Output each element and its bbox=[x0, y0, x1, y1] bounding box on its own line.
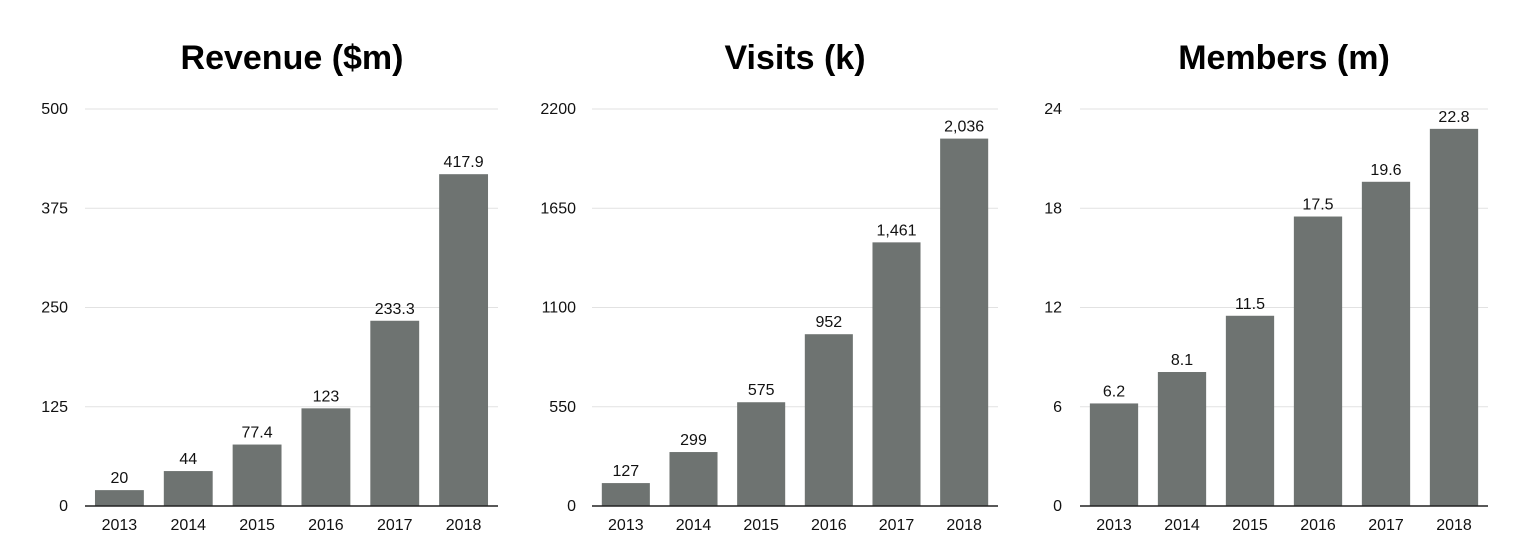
bar-2013 bbox=[601, 483, 650, 506]
x-tick-label: 2018 bbox=[946, 517, 982, 534]
chart-title: Visits (k) bbox=[724, 39, 865, 77]
y-tick-label: 24 bbox=[1044, 101, 1062, 118]
x-tick-label: 2016 bbox=[308, 517, 344, 534]
bar-2014 bbox=[163, 471, 213, 506]
bar-2016 bbox=[301, 408, 351, 506]
x-tick-label: 2017 bbox=[1368, 517, 1404, 534]
x-tick-label: 2015 bbox=[743, 517, 779, 534]
x-tick-label: 2018 bbox=[446, 517, 482, 534]
bar-2013 bbox=[1089, 403, 1139, 506]
x-tick-label: 2013 bbox=[1096, 517, 1132, 534]
y-tick-label: 0 bbox=[59, 498, 68, 515]
bar-2014 bbox=[1157, 372, 1207, 506]
x-tick-label: 2015 bbox=[1232, 517, 1268, 534]
x-tick-label: 2014 bbox=[676, 517, 712, 534]
bar-2016 bbox=[1293, 216, 1343, 507]
data-label: 17.5 bbox=[1302, 197, 1333, 214]
y-tick-label: 375 bbox=[41, 200, 68, 217]
bar-2017 bbox=[1361, 181, 1411, 507]
data-label: 2,036 bbox=[944, 119, 984, 136]
bar-2015 bbox=[737, 402, 786, 506]
data-label: 11.5 bbox=[1235, 296, 1265, 313]
data-label: 77.4 bbox=[242, 425, 273, 442]
data-label: 127 bbox=[612, 463, 639, 480]
x-tick-label: 2014 bbox=[1164, 517, 1200, 534]
chart-1: Revenue ($m) 0 125 250 375 500 20 2013 44 2014 77.… bbox=[41, 39, 498, 534]
data-label: 417.9 bbox=[444, 154, 484, 171]
y-tick-label: 1100 bbox=[542, 300, 577, 317]
x-tick-label: 2013 bbox=[102, 517, 138, 534]
x-tick-label: 2013 bbox=[608, 517, 644, 534]
x-tick-label: 2018 bbox=[1436, 517, 1472, 534]
chart-title: Revenue ($m) bbox=[181, 39, 404, 77]
y-tick-label: 125 bbox=[41, 399, 68, 416]
chart-3: Members (m) 0 6 12 18 24 6.2 2013 8.1 2014 11.5 201… bbox=[1044, 39, 1488, 534]
bar-2017 bbox=[370, 320, 420, 506]
data-label: 123 bbox=[313, 388, 340, 405]
y-tick-label: 500 bbox=[41, 101, 68, 118]
x-tick-label: 2017 bbox=[377, 517, 413, 534]
data-label: 20 bbox=[111, 470, 129, 487]
data-label: 575 bbox=[748, 382, 775, 399]
bar-2015 bbox=[232, 444, 282, 506]
data-label: 8.1 bbox=[1171, 352, 1193, 369]
bar-2018 bbox=[940, 138, 989, 506]
y-tick-label: 2200 bbox=[540, 101, 576, 118]
data-label: 233.3 bbox=[375, 301, 415, 318]
y-tick-label: 18 bbox=[1044, 200, 1062, 217]
bar-2014 bbox=[669, 452, 718, 506]
chart-2: Visits (k) 0 550 1100 1650 2200 127 2013 299 2014… bbox=[540, 39, 998, 534]
bar-2013 bbox=[94, 490, 144, 506]
data-label: 6.2 bbox=[1103, 383, 1125, 400]
chart-title: Members (m) bbox=[1178, 39, 1390, 77]
x-tick-label: 2015 bbox=[239, 517, 275, 534]
bar-2015 bbox=[1225, 315, 1275, 506]
y-tick-label: 550 bbox=[549, 399, 576, 416]
data-label: 1,461 bbox=[876, 222, 916, 239]
bar-2017 bbox=[872, 242, 921, 507]
x-tick-label: 2014 bbox=[170, 517, 206, 534]
y-tick-label: 0 bbox=[1053, 498, 1062, 515]
data-label: 44 bbox=[179, 451, 197, 468]
y-tick-label: 6 bbox=[1053, 399, 1062, 416]
x-tick-label: 2017 bbox=[879, 517, 915, 534]
x-tick-label: 2016 bbox=[811, 517, 847, 534]
bar-2018 bbox=[439, 174, 489, 507]
data-label: 22.8 bbox=[1438, 109, 1469, 126]
bar-2016 bbox=[804, 334, 853, 506]
x-tick-label: 2016 bbox=[1300, 517, 1336, 534]
data-label: 299 bbox=[680, 432, 707, 449]
data-label: 19.6 bbox=[1370, 162, 1401, 179]
data-label: 952 bbox=[815, 314, 842, 331]
y-tick-label: 0 bbox=[567, 498, 576, 515]
y-tick-label: 12 bbox=[1044, 300, 1062, 317]
bar-2018 bbox=[1429, 128, 1479, 506]
y-tick-label: 1650 bbox=[540, 200, 576, 217]
y-tick-label: 250 bbox=[41, 300, 68, 317]
